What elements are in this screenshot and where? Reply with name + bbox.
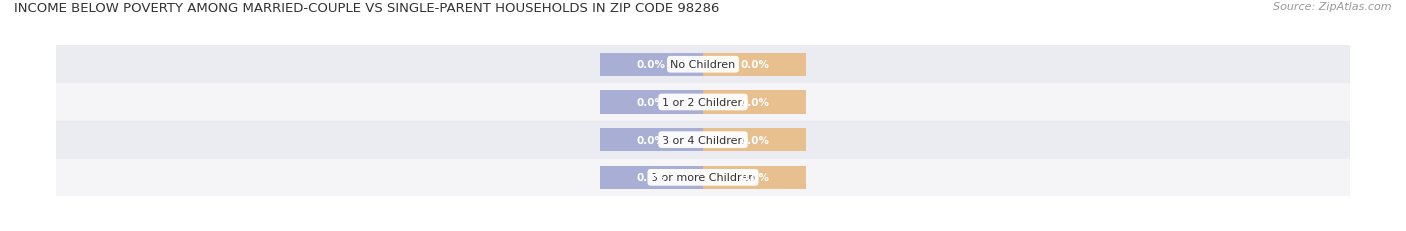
- Bar: [56, 159, 1350, 196]
- Text: 5 or more Children: 5 or more Children: [651, 173, 755, 182]
- Bar: [56, 84, 1350, 121]
- Text: 0.0%: 0.0%: [637, 173, 666, 182]
- Text: INCOME BELOW POVERTY AMONG MARRIED-COUPLE VS SINGLE-PARENT HOUSEHOLDS IN ZIP COD: INCOME BELOW POVERTY AMONG MARRIED-COUPL…: [14, 2, 720, 15]
- Text: 0.0%: 0.0%: [740, 135, 769, 145]
- Bar: [703, 166, 807, 189]
- Text: 0.0%: 0.0%: [637, 60, 666, 70]
- Bar: [703, 53, 807, 77]
- Text: 1 or 2 Children: 1 or 2 Children: [662, 97, 744, 107]
- Text: 0.0%: 0.0%: [740, 173, 769, 182]
- Text: No Children: No Children: [671, 60, 735, 70]
- Text: 0.0%: 0.0%: [740, 97, 769, 107]
- Text: Source: ZipAtlas.com: Source: ZipAtlas.com: [1274, 2, 1392, 12]
- Bar: [599, 91, 703, 114]
- Bar: [703, 91, 807, 114]
- Text: 0.0%: 0.0%: [637, 97, 666, 107]
- Text: 3 or 4 Children: 3 or 4 Children: [662, 135, 744, 145]
- Bar: [599, 53, 703, 77]
- Bar: [56, 121, 1350, 159]
- Bar: [599, 128, 703, 152]
- Text: 0.0%: 0.0%: [637, 135, 666, 145]
- Legend: Married Couples, Single Parents: Married Couples, Single Parents: [592, 229, 814, 231]
- Bar: [599, 166, 703, 189]
- Text: 0.0%: 0.0%: [740, 60, 769, 70]
- Bar: [56, 46, 1350, 84]
- Bar: [703, 128, 807, 152]
